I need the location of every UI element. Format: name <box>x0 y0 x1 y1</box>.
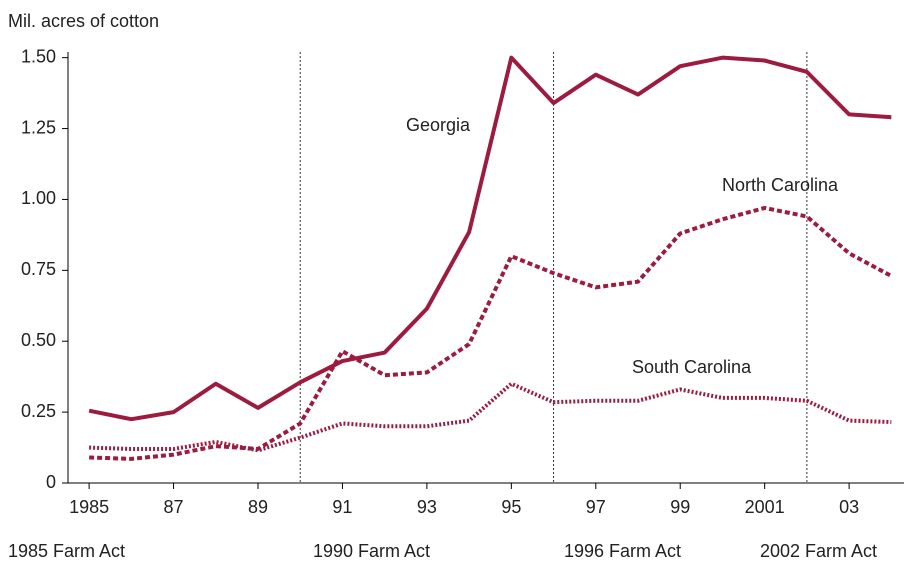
y-axis-label: Mil. acres of cotton <box>8 11 159 31</box>
y-tick-label: 0.25 <box>21 401 56 421</box>
y-tick-label: 0.50 <box>21 330 56 350</box>
x-tick-label: 2001 <box>745 497 785 517</box>
y-tick-label: 1.00 <box>21 188 56 208</box>
x-tick-label: 95 <box>501 497 521 517</box>
y-tick-label: 1.50 <box>21 46 56 66</box>
y-tick-label: 1.25 <box>21 117 56 137</box>
series-line <box>89 205 893 461</box>
series-label: North Carolina <box>722 175 839 195</box>
series-line <box>89 381 892 453</box>
x-tick-label: 99 <box>670 497 690 517</box>
farm-act-label: 2002 Farm Act <box>760 541 877 561</box>
y-tick-label: 0 <box>46 472 56 492</box>
farm-act-label: 1996 Farm Act <box>564 541 681 561</box>
x-tick-label: 93 <box>417 497 437 517</box>
x-tick-label: 1985 <box>69 497 109 517</box>
x-tick-label: 89 <box>248 497 268 517</box>
x-tick-label: 91 <box>332 497 352 517</box>
x-tick-label: 97 <box>586 497 606 517</box>
series-label: Georgia <box>406 115 471 135</box>
x-tick-label: 03 <box>839 497 859 517</box>
farm-act-label: 1990 Farm Act <box>313 541 430 561</box>
farm-act-label: 1985 Farm Act <box>8 541 125 561</box>
x-tick-label: 87 <box>164 497 184 517</box>
series-label: South Carolina <box>632 357 752 377</box>
series-line <box>88 55 892 422</box>
y-tick-label: 0.75 <box>21 259 56 279</box>
